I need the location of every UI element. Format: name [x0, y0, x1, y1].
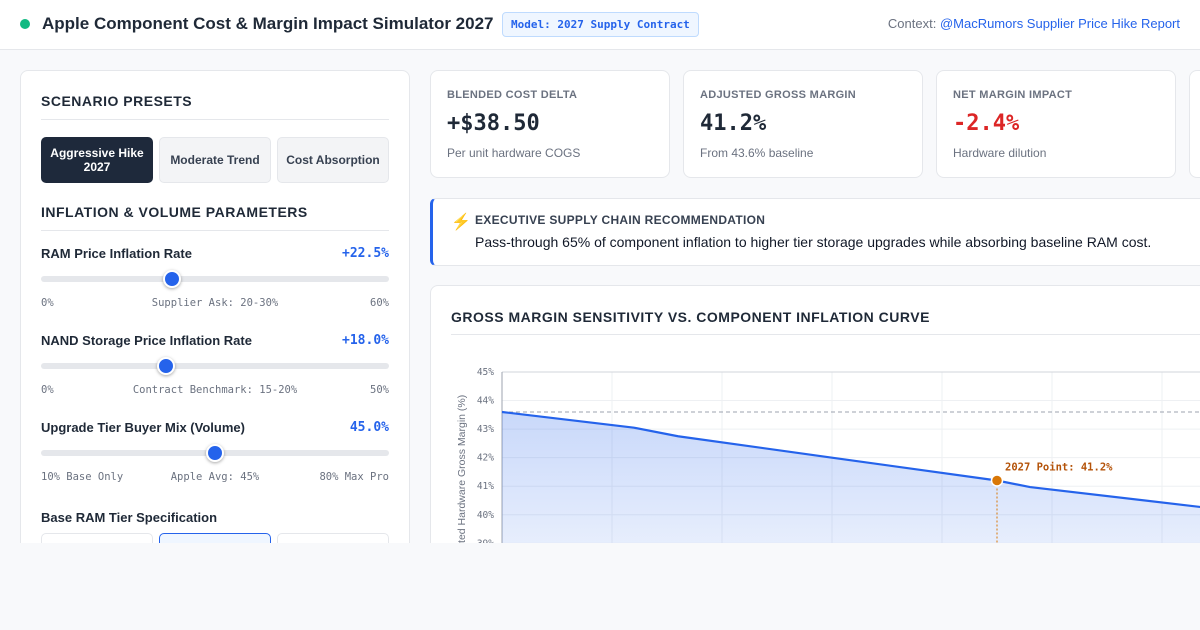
slider-hint: Contract Benchmark: 15-20% — [132, 384, 298, 396]
slider-thumb[interactable] — [162, 270, 181, 288]
highlight-point — [990, 474, 1004, 487]
ram-tier-title: Base RAM Tier Specification — [41, 510, 218, 525]
model-badge: Model: 2027 Supply Contract — [502, 12, 699, 37]
y-tick-label: 44% — [477, 396, 494, 407]
context: Context: @MacRumors Supplier Price Hike … — [888, 16, 1180, 31]
tier-option[interactable] — [41, 533, 153, 543]
chart: 45% 44% 43% 42% 41% 40% 39% Adjusted Hardware G… — [456, 367, 1200, 543]
kpi-note: Hardware dilution — [953, 146, 1047, 160]
bolt-icon: ⚡ — [451, 214, 471, 231]
chart-title: GROSS MARGIN SENSITIVITY VS. COMPONENT I… — [451, 309, 930, 325]
slider-thumb[interactable] — [206, 444, 224, 462]
y-tick-label: 42% — [477, 453, 494, 464]
slider-value: 45.0% — [349, 420, 389, 435]
point-label: 2027 Point: 41.2% — [1005, 462, 1113, 474]
presets-title: SCENARIO PRESETS — [41, 93, 193, 109]
y-tick-label: 40% — [477, 510, 494, 521]
status-dot — [20, 19, 30, 29]
kpi-card — [1189, 70, 1200, 178]
kpi-card: BLENDED COST DELTA +$38.50 Per unit hardwa… — [430, 70, 670, 178]
kpi-value: +$38.50 — [447, 111, 540, 136]
recommendation-title: EXECUTIVE SUPPLY CHAIN RECOMMENDATION — [475, 213, 766, 227]
tier-option[interactable] — [159, 533, 271, 543]
y-tick-label: 45% — [477, 367, 494, 378]
header: Apple Component Cost & Margin Impact Sim… — [0, 0, 1200, 50]
slider-label: NAND Storage Price Inflation Rate — [41, 333, 252, 348]
kpi-label: BLENDED COST DELTA — [447, 89, 578, 101]
slider-track[interactable] — [41, 357, 389, 375]
kpi-note: Per unit hardware COGS — [447, 146, 581, 160]
context-label: Context: — [887, 16, 937, 31]
slider-value: +18.0% — [342, 333, 389, 348]
slider-thumb[interactable] — [157, 357, 176, 375]
slider-max: 80% Max Pro — [319, 471, 389, 483]
kpi-card: NET MARGIN IMPACT -2.4% Hardware dilution — [936, 70, 1176, 178]
preset-button[interactable]: Moderate Trend — [159, 137, 271, 183]
slider-min: 0% — [41, 297, 54, 309]
kpi-label: NET MARGIN IMPACT — [953, 89, 1073, 101]
slider-hint: Apple Avg: 45% — [170, 471, 260, 483]
slider-max: 50% — [370, 384, 389, 396]
preset-button[interactable]: Aggressive Hike 2027 — [41, 137, 153, 183]
slider-hint: Supplier Ask: 20-30% — [151, 297, 279, 309]
y-tick-label: 41% — [477, 481, 494, 492]
preset-button[interactable]: Cost Absorption — [277, 137, 389, 183]
kpi-note: From 43.6% baseline — [700, 146, 814, 160]
y-tick-label: 39% — [477, 538, 494, 543]
slider-max: 60% — [370, 297, 389, 309]
slider-label: RAM Price Inflation Rate — [41, 246, 192, 261]
recommendation: ⚡ EXECUTIVE SUPPLY CHAIN RECOMMENDATION … — [430, 198, 1200, 266]
divider — [451, 334, 1200, 335]
kpi-card: ADJUSTED GROSS MARGIN 41.2% From 43.6% bas… — [683, 70, 923, 178]
main: SCENARIO PRESETS INFLATION & VOLUME PARA… — [0, 50, 1200, 543]
y-tick-label: 43% — [477, 424, 494, 435]
tier-option[interactable] — [277, 533, 389, 543]
slider-min: 0% — [41, 384, 54, 396]
divider — [41, 119, 389, 120]
slider-label: Upgrade Tier Buyer Mix (Volume) — [41, 420, 245, 435]
context-link[interactable]: @MacRumors Supplier Price Hike Report — [939, 16, 1180, 31]
area — [502, 411, 1200, 543]
sidebar: SCENARIO PRESETS INFLATION & VOLUME PARA… — [20, 70, 410, 543]
chart-card: GROSS MARGIN SENSITIVITY VS. COMPONENT I… — [430, 285, 1200, 543]
kpi-value: 41.2% — [700, 111, 767, 136]
slider-track[interactable] — [41, 444, 389, 462]
recommendation-text: Pass-through 65% of component inflation … — [475, 234, 1152, 250]
slider-value: +22.5% — [342, 246, 389, 261]
kpi-value: -2.4% — [953, 111, 1020, 136]
slider-track[interactable] — [41, 270, 389, 288]
y-axis-label: Adjusted Hardware Gross Margin (%) — [456, 395, 468, 543]
divider — [41, 230, 389, 231]
line — [501, 410, 1200, 509]
app-title: Apple Component Cost & Margin Impact Sim… — [42, 14, 494, 33]
slider-min: 10% Base Only — [41, 471, 124, 483]
params-title: INFLATION & VOLUME PARAMETERS — [41, 204, 308, 220]
kpi-label: ADJUSTED GROSS MARGIN — [700, 89, 857, 101]
